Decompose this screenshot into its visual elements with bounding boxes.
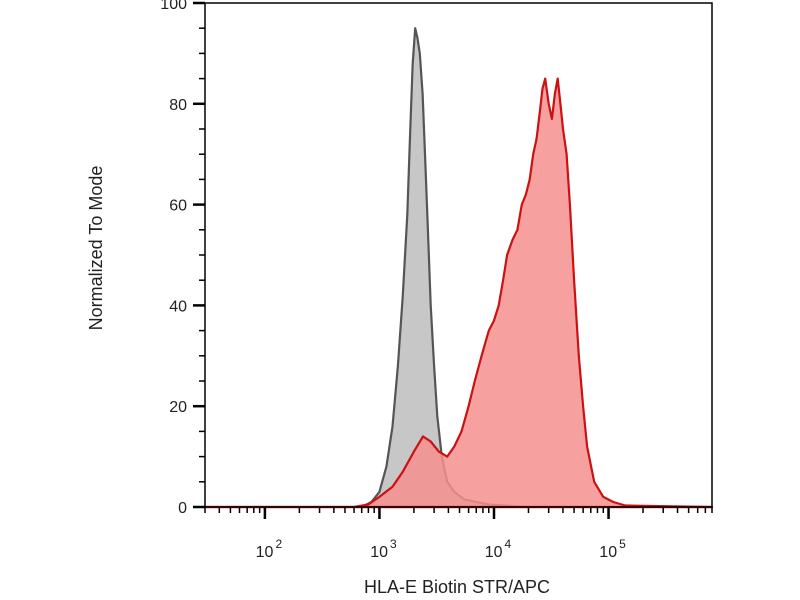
y-tick-label: 0	[178, 500, 187, 517]
x-axis-title: HLA-E Biotin STR/APC	[364, 577, 550, 597]
plot-frame	[204, 2, 713, 508]
y-tick-label: 20	[169, 399, 187, 416]
y-tick-label: 80	[169, 97, 187, 114]
y-tick-label: 40	[169, 298, 187, 315]
x-tick-label: 10 3	[370, 537, 397, 561]
series-layer	[203, 27, 714, 509]
y-tick-label: 60	[169, 198, 187, 215]
histogram-series-2	[203, 77, 714, 509]
labels-layer: 0 20 40 60 80 100 10 2 10 3 10 4 10 5	[160, 0, 626, 561]
x-tick-label: 10 5	[599, 537, 626, 561]
axes-layer	[193, 1, 713, 519]
x-tick-label: 10 4	[485, 537, 512, 561]
y-tick-label: 100	[160, 0, 187, 13]
y-axis-title: Normalized To Mode	[86, 166, 106, 331]
x-tick-label: 10 2	[256, 537, 283, 561]
